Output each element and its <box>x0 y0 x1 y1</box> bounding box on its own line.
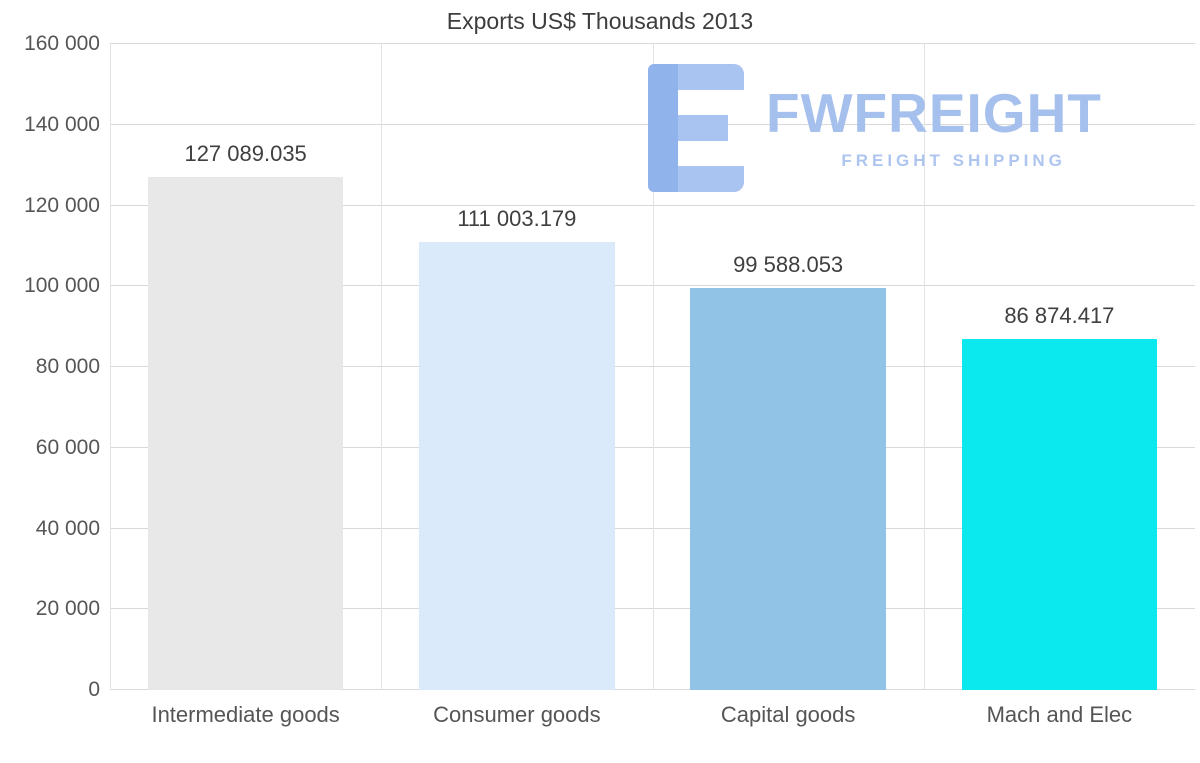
bar-value-label: 127 089.035 <box>184 140 307 166</box>
vertical-gridline <box>381 44 383 690</box>
chart-bar <box>419 241 615 690</box>
bar-column: 99 588.053 <box>653 44 924 690</box>
y-axis-tick-label: 120 000 <box>24 193 100 217</box>
bar-column: 111 003.179 <box>381 44 652 690</box>
vertical-gridline <box>652 44 654 690</box>
plot-area: 127 089.035 111 003.179 99 588.053 86 874.4… <box>110 43 1195 690</box>
bar-value-label: 99 588.053 <box>733 251 844 277</box>
freight-logo-icon <box>648 64 744 192</box>
logo-shape-middle <box>678 115 728 141</box>
watermark-text: FWFREIGHT FREIGHT SHIPPING <box>766 64 1102 171</box>
y-axis-tick-label: 140 000 <box>24 112 100 136</box>
x-axis: Intermediate goods Consumer goods Capital … <box>110 702 1195 742</box>
y-axis-tick-label: 40 000 <box>35 516 100 540</box>
logo-shape-bottom <box>678 166 744 192</box>
watermark: FWFREIGHT FREIGHT SHIPPING <box>648 64 1102 192</box>
y-axis-tick-label: 80 000 <box>35 355 100 378</box>
y-axis-tick-label: 60 000 <box>35 435 100 459</box>
logo-shape-top <box>678 64 744 90</box>
x-axis-category-label: Consumer goods <box>433 702 601 727</box>
bar-column: 86 874.417 <box>924 44 1195 690</box>
vertical-gridline <box>110 44 111 690</box>
chart-bar <box>690 287 886 690</box>
bar-value-label: 86 874.417 <box>1004 303 1115 329</box>
vertical-gridline <box>923 44 925 690</box>
logo-shape-left <box>648 64 678 192</box>
chart-title: Exports US$ Thousands 2013 <box>446 8 754 34</box>
chart-bar <box>961 339 1158 690</box>
watermark-tagline: FREIGHT SHIPPING <box>841 151 1066 170</box>
x-axis-category-label: Intermediate goods <box>151 702 340 727</box>
chart-bar <box>147 176 344 690</box>
x-axis-category-label: Mach and Elec <box>986 702 1133 727</box>
y-axis-tick-label: 160 000 <box>24 32 100 55</box>
y-axis-tick-label: 100 000 <box>24 274 100 298</box>
bar-column: 127 089.035 <box>110 44 381 690</box>
horizontal-gridline <box>110 43 1195 44</box>
x-axis-category-label: Capital goods <box>720 702 856 727</box>
y-axis: 0 20 000 40 000 60 000 80 000 100 000 120 000 1… <box>0 32 100 701</box>
bar-value-label: 111 003.179 <box>457 205 577 231</box>
y-axis-tick-label: 0 <box>88 678 100 701</box>
y-axis-tick-label: 20 000 <box>35 597 100 621</box>
watermark-brand-text: FWFREIGHT <box>766 82 1102 144</box>
